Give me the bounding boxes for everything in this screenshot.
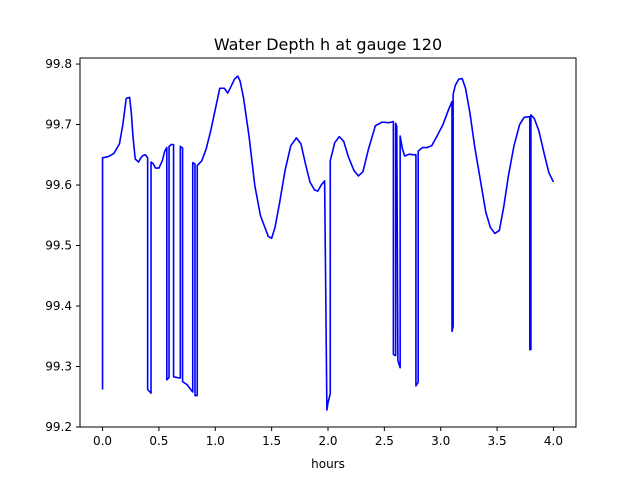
x-tick-label: 4.0: [544, 434, 563, 448]
y-tick-label: 99.6: [45, 178, 72, 192]
x-tick-label: 1.0: [206, 434, 225, 448]
y-axis: 99.2 99.3 99.4 99.5 99.6 99.7 99.8: [45, 57, 80, 434]
series-line-0: [101, 75, 555, 411]
plot-area: [101, 75, 555, 411]
y-tick-label: 99.8: [45, 57, 72, 71]
x-axis: 0.0 0.5 1.0 1.5 2.0 2.5 3.0 3.5 4.0: [93, 427, 563, 448]
x-axis-label: hours: [311, 457, 345, 471]
chart-title: Water Depth h at gauge 120: [214, 35, 442, 54]
y-tick-label: 99.2: [45, 420, 72, 434]
axes-frame: [79, 57, 577, 428]
x-tick-label: 1.5: [262, 434, 281, 448]
y-tick-label: 99.5: [45, 239, 72, 253]
x-tick-label: 2.0: [318, 434, 337, 448]
y-tick-label: 99.3: [45, 360, 72, 374]
x-tick-label: 0.0: [93, 434, 112, 448]
x-tick-label: 3.5: [488, 434, 507, 448]
x-tick-label: 0.5: [149, 434, 168, 448]
y-tick-label: 99.4: [45, 299, 72, 313]
x-tick-label: 3.0: [431, 434, 450, 448]
x-tick-label: 2.5: [375, 434, 394, 448]
y-tick-label: 99.7: [45, 118, 72, 132]
